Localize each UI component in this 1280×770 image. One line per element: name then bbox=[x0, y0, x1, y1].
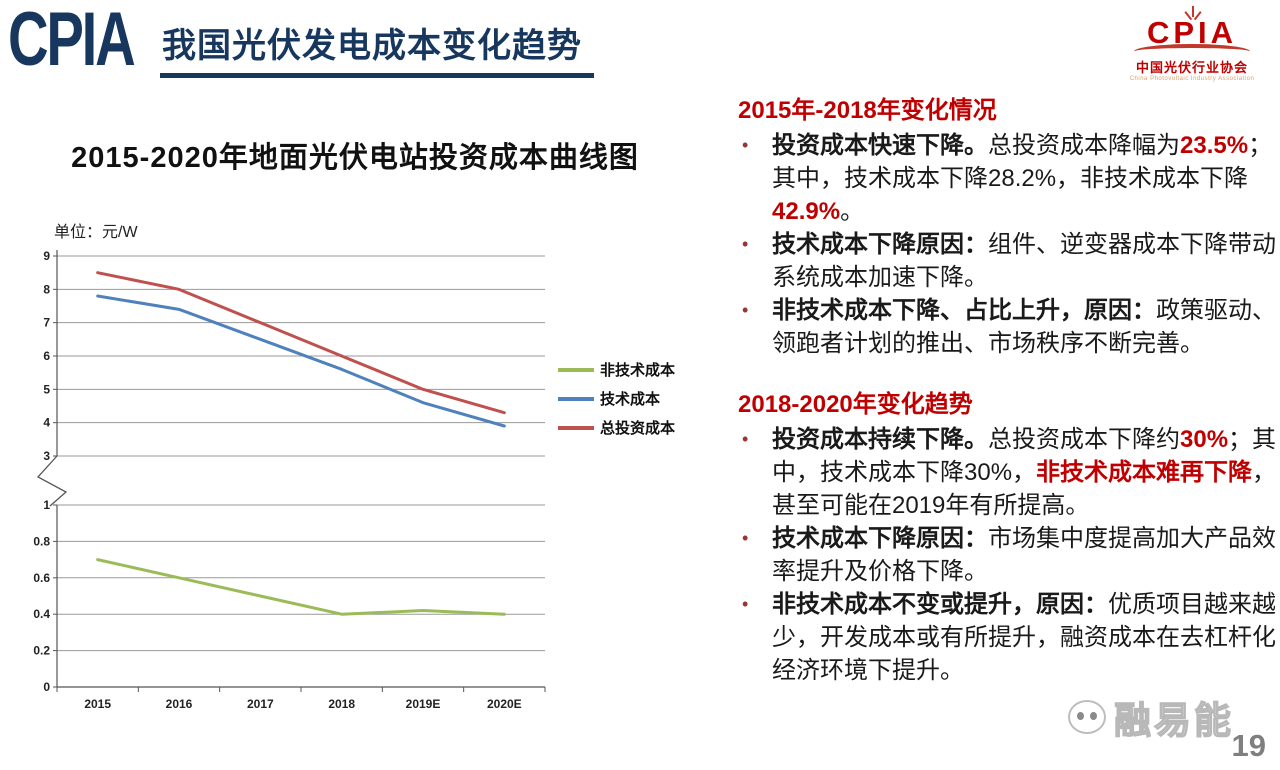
y-tick-label: 4 bbox=[43, 416, 50, 430]
x-tick-label: 2018 bbox=[328, 697, 355, 711]
y-tick-label: 0.2 bbox=[33, 644, 50, 658]
series-line-0 bbox=[96, 558, 506, 616]
bullet-icon: • bbox=[742, 594, 749, 614]
bullet-text: 投资成本快速下降。总投资成本降幅为23.5%；其中，技术成本下降28.2%，非技… bbox=[772, 132, 1273, 225]
bullet-item: • 非技术成本不变或提升，原因：优质项目越来越少，开发成本或有所提升，融资成本在去… bbox=[738, 588, 1278, 687]
bullet-item: • 技术成本下降原因：组件、逆变器成本下降带动系统成本加速下降。 bbox=[738, 228, 1278, 294]
axis-unit-label: 单位：元/W bbox=[54, 224, 138, 241]
x-tick-label: 2019E bbox=[406, 697, 441, 711]
x-tick-label: 2020E bbox=[487, 697, 522, 711]
x-tick-label: 2015 bbox=[84, 697, 111, 711]
section-heading: 2015年-2018年变化情况 bbox=[738, 97, 997, 124]
bullet-text: 非技术成本下降、占比上升，原因：政策驱动、领跑者计划的推出、市场秩序不断完善。 bbox=[772, 297, 1276, 357]
axis-break-icon bbox=[36, 455, 68, 507]
cost-line-chart: 9 8 7 6 5 4 3 1 0.8 0.6 0.4 0.2 0 2015 2016 2017 2018 201… bbox=[33, 249, 675, 711]
x-tick-label: 2017 bbox=[247, 697, 274, 711]
cpia-logo-subtitle: 中国光伏行业协会 bbox=[1135, 60, 1248, 75]
legend-label-1: 技术成本 bbox=[600, 390, 660, 408]
y-tick-label: 0.8 bbox=[33, 534, 50, 548]
brand-logo-text: CPIA bbox=[8, 0, 136, 82]
bullet-text: 技术成本下降原因：市场集中度提高加大产品效率提升及价格下降。 bbox=[772, 525, 1276, 585]
analysis-section: 2015年-2018年变化情况 • 投资成本快速下降。总投资成本降幅为23.5%；其… bbox=[738, 94, 1278, 360]
page-title: 我国光伏发电成本变化趋势 bbox=[160, 18, 594, 78]
y-tick-label: 7 bbox=[43, 316, 50, 330]
watermark: 融易能 bbox=[1068, 690, 1234, 744]
page-number: 19 bbox=[1231, 728, 1266, 763]
y-tick-label: 0.6 bbox=[33, 571, 50, 585]
bullet-icon: • bbox=[742, 429, 749, 449]
bullet-icon: • bbox=[742, 528, 749, 548]
analysis-panel: 2015年-2018年变化情况 • 投资成本快速下降。总投资成本降幅为23.5%；其… bbox=[738, 94, 1278, 687]
bullet-item: • 非技术成本下降、占比上升，原因：政策驱动、领跑者计划的推出、市场秩序不断完善。 bbox=[738, 294, 1278, 360]
watermark-logo-icon bbox=[1068, 700, 1106, 734]
cpia-logo-text: CPIA bbox=[1146, 15, 1238, 50]
logo-arc-icon bbox=[1134, 44, 1250, 59]
bullet-icon: • bbox=[742, 300, 749, 320]
bullet-icon: • bbox=[742, 234, 749, 254]
bullet-text: 技术成本下降原因：组件、逆变器成本下降带动系统成本加速下降。 bbox=[772, 231, 1276, 291]
series-line-2 bbox=[96, 271, 506, 415]
y-tick-label: 6 bbox=[43, 349, 50, 363]
y-tick-label: 8 bbox=[43, 282, 50, 296]
bullet-text: 投资成本持续下降。总投资成本下降约30%；其中，技术成本下降30%，非技术成本难… bbox=[772, 426, 1277, 519]
y-tick-label: 1 bbox=[43, 498, 50, 512]
cpia-logo-subtitle-en: China Photovoltaic Industry Association bbox=[1129, 76, 1255, 82]
section-heading: 2018-2020年变化趋势 bbox=[738, 391, 973, 418]
cpia-logo: CPIA 中国光伏行业协会 China Photovoltaic Industr… bbox=[1128, 6, 1256, 82]
analysis-section: 2018-2020年变化趋势 • 投资成本持续下降。总投资成本下降约30%；其中，技… bbox=[738, 388, 1278, 687]
chart-title: 2015-2020年地面光伏电站投资成本曲线图 bbox=[71, 142, 639, 174]
bullet-item: • 投资成本快速下降。总投资成本降幅为23.5%；其中，技术成本下降28.2%，非… bbox=[738, 129, 1278, 228]
watermark-text: 融易能 bbox=[1113, 699, 1234, 741]
x-tick-label: 2016 bbox=[166, 697, 193, 711]
y-tick-label: 9 bbox=[43, 249, 50, 263]
y-tick-label: 5 bbox=[43, 382, 50, 396]
y-tick-label: 3 bbox=[43, 449, 50, 463]
bullet-text: 非技术成本不变或提升，原因：优质项目越来越少，开发成本或有所提升，融资成本在去杠… bbox=[772, 591, 1276, 684]
bullet-icon: • bbox=[742, 135, 749, 155]
crown-icon bbox=[1177, 6, 1207, 17]
legend-label-2: 总投资成本 bbox=[600, 419, 675, 437]
legend-label-0: 非技术成本 bbox=[600, 361, 675, 379]
y-tick-label: 0 bbox=[43, 680, 50, 694]
bullet-item: • 技术成本下降原因：市场集中度提高加大产品效率提升及价格下降。 bbox=[738, 522, 1278, 588]
series-line-1 bbox=[96, 294, 506, 428]
y-tick-label: 0.4 bbox=[33, 607, 50, 621]
bullet-item: • 投资成本持续下降。总投资成本下降约30%；其中，技术成本下降30%，非技术成本… bbox=[738, 423, 1278, 522]
